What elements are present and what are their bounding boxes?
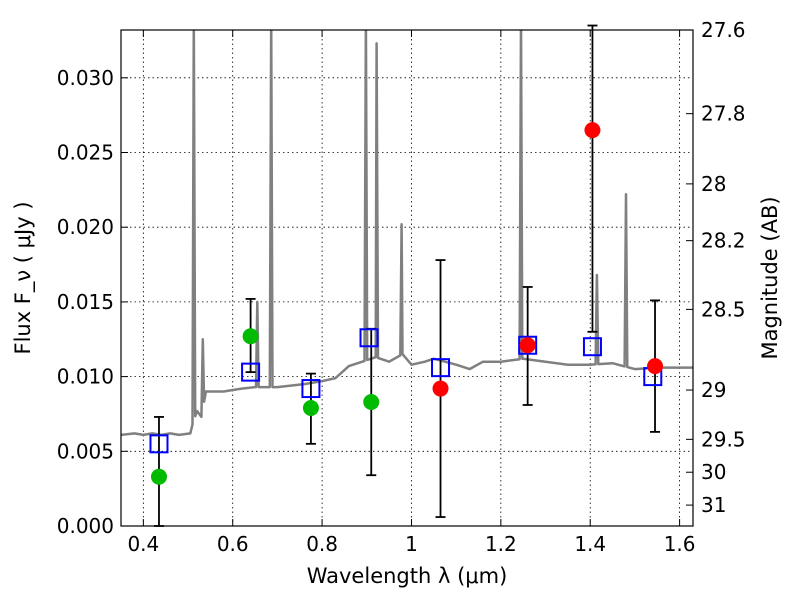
y-right-tick-label: 28.2: [701, 229, 746, 253]
y-tick-label: 0.005: [57, 439, 114, 463]
x-tick-label: 1: [405, 532, 418, 556]
observed-flux-point: [242, 328, 259, 345]
observed-flux-point: [150, 468, 167, 485]
plot-frame: [120, 29, 694, 527]
y-right-tick-label: 31: [701, 493, 726, 517]
observed-flux-point: [302, 399, 319, 416]
x-tick-label: 1.2: [485, 532, 517, 556]
y-right-tick-label: 27.8: [701, 102, 746, 126]
model-photometry-square: [582, 337, 602, 357]
y-axis-label: Flux F_ν ( μJy ): [11, 201, 36, 354]
y-right-tick-label: 29.5: [701, 427, 746, 451]
model-photometry-square: [359, 328, 379, 348]
model-photometry-square: [431, 358, 451, 378]
observed-flux-point: [363, 394, 380, 410]
model-photometry-square: [149, 434, 169, 454]
model-spectrum-line: [121, 30, 693, 437]
y-right-tick-label: 30: [701, 460, 726, 484]
model-photometry-square: [518, 335, 538, 355]
observed-flux-point: [432, 380, 449, 397]
y-right-axis-label: Magnitude (AB): [758, 196, 782, 359]
y-right-tick-label: 28.5: [701, 297, 746, 321]
y-tick-label: 0.020: [57, 215, 114, 239]
observed-flux-point: [584, 122, 601, 139]
ticks: 0.4 0.6 0.8 1 1.2 1.4 1.6 0.000 0.005 0.010 0.015 0…: [57, 18, 746, 556]
x-tick-label: 0.6: [217, 532, 249, 556]
y-tick-label: 0.010: [57, 365, 114, 389]
y-tick-label: 0.000: [57, 514, 114, 538]
observed-flux-point: [647, 358, 664, 375]
x-tick-label: 1.6: [664, 532, 696, 556]
model-photometry-square: [241, 362, 261, 382]
markers: [149, 24, 664, 527]
model-photometry-square: [301, 379, 321, 399]
y-tick-label: 0.030: [57, 66, 114, 90]
observed-flux-point: [519, 337, 536, 354]
x-tick-label: 0.8: [306, 532, 338, 556]
y-tick-label: 0.015: [57, 290, 114, 314]
x-tick-label: 1.4: [574, 532, 606, 556]
y-tick-label: 0.025: [57, 141, 114, 165]
y-right-tick-label: 27.6: [701, 18, 746, 42]
x-axis-label: Wavelength λ (μm): [307, 564, 508, 588]
x-tick-label: 0.4: [127, 532, 159, 556]
y-right-tick-label: 28: [701, 172, 726, 196]
y-right-tick-label: 29: [701, 378, 726, 402]
plot-area: [121, 30, 693, 437]
